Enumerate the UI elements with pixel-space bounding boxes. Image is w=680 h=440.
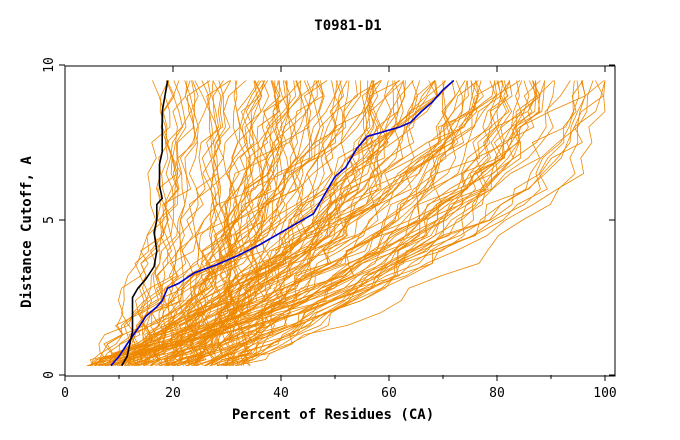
- model-curve: [124, 80, 504, 367]
- model-curve: [89, 80, 436, 366]
- model-curve: [149, 80, 401, 367]
- highlight-series-line: [121, 80, 169, 367]
- model-curve: [94, 80, 435, 366]
- model-curve: [223, 80, 586, 367]
- highlight-series-line: [110, 79, 455, 367]
- model-curve: [197, 80, 469, 366]
- model-curve: [88, 80, 538, 367]
- model-curve: [230, 80, 382, 367]
- x-axis-label: Percent of Residues (CA): [232, 407, 434, 423]
- model-curve: [187, 80, 405, 367]
- model-curve: [242, 80, 520, 366]
- model-curve: [168, 80, 536, 367]
- model-curve: [116, 80, 479, 366]
- model-curve: [215, 80, 497, 366]
- model-curve: [206, 80, 594, 367]
- model-curve: [210, 80, 239, 367]
- model-curve: [143, 80, 302, 366]
- chart-title: T0981-D1: [314, 18, 381, 34]
- plot-frame: [64, 65, 616, 377]
- plot-area: [86, 79, 606, 367]
- model-curve: [121, 80, 482, 367]
- model-curve: [186, 80, 325, 366]
- model-curve: [104, 80, 447, 367]
- model-curve: [217, 80, 605, 366]
- model-curve: [150, 80, 586, 367]
- model-curve: [98, 80, 270, 367]
- model-curve: [124, 80, 266, 367]
- model-curve: [94, 80, 584, 367]
- x-tick-label: 40: [273, 386, 289, 401]
- model-curve: [134, 80, 537, 367]
- model-curve: [141, 80, 180, 366]
- model-curve: [94, 80, 324, 367]
- x-tick-label: 20: [165, 386, 181, 401]
- x-axis: 0 20 40 60 80 100: [61, 66, 617, 401]
- model-curve: [165, 80, 530, 367]
- model-curve: [216, 80, 350, 366]
- model-curve: [90, 80, 199, 367]
- model-curve: [222, 80, 541, 366]
- x-tick-label: 80: [489, 386, 505, 401]
- model-curve: [220, 80, 498, 367]
- model-curve: [245, 80, 541, 366]
- x-tick-label: 100: [593, 386, 616, 401]
- x-tick-label: 0: [61, 386, 69, 401]
- y-tick-label: 0: [42, 371, 57, 379]
- x-tick-label: 60: [381, 386, 397, 401]
- model-curve: [126, 80, 174, 366]
- model-curve: [91, 80, 212, 366]
- model-curve: [214, 80, 291, 366]
- model-curve: [107, 80, 496, 367]
- model-curve: [234, 80, 575, 367]
- model-curve: [100, 80, 604, 367]
- y-axis: 0 5 10: [42, 57, 615, 379]
- y-tick-label: 5: [42, 216, 57, 224]
- model-curve: [90, 80, 382, 366]
- model-curve: [164, 80, 556, 367]
- model-curve: [98, 80, 606, 367]
- model-curve: [210, 80, 523, 367]
- model-curve: [119, 80, 545, 367]
- model-curve: [105, 80, 414, 366]
- model-curve: [177, 80, 478, 367]
- y-tick-label: 10: [42, 57, 57, 73]
- model-curve: [124, 80, 232, 367]
- model-curve: [205, 80, 262, 367]
- model-curve: [194, 80, 404, 366]
- model-curve: [116, 80, 546, 367]
- y-axis-label: Distance Cutoff, A: [19, 156, 35, 308]
